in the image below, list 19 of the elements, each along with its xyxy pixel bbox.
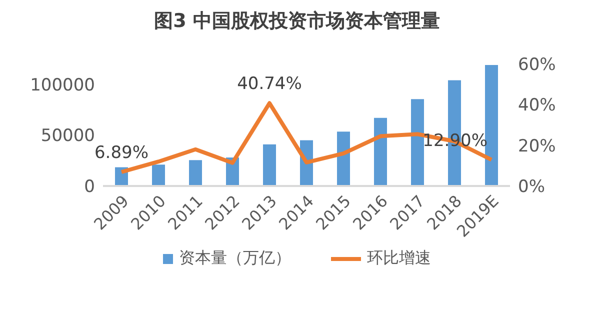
data-label: 6.89%: [94, 142, 149, 163]
y-tick-label: 50000: [40, 126, 95, 146]
y2-tick-label: 60%: [518, 55, 556, 76]
legend-label: 资本量（万亿）: [178, 248, 291, 269]
bar: [374, 118, 387, 186]
chart-title: 图3 中国股权投资市场资本管理量: [153, 9, 441, 34]
bar: [189, 160, 202, 186]
legend-label: 环比增速: [366, 248, 431, 269]
bar: [411, 99, 424, 186]
y2-tick-label: 0%: [518, 177, 545, 198]
bar: [337, 132, 350, 186]
bar: [485, 65, 498, 186]
y-tick-label: 100000: [30, 75, 95, 96]
y2-tick-label: 20%: [518, 136, 556, 156]
y2-tick-label: 40%: [518, 96, 556, 116]
y-tick-label: 0: [84, 177, 95, 198]
bar: [263, 144, 276, 186]
data-label: 40.74%: [237, 74, 302, 94]
bar: [152, 164, 165, 186]
